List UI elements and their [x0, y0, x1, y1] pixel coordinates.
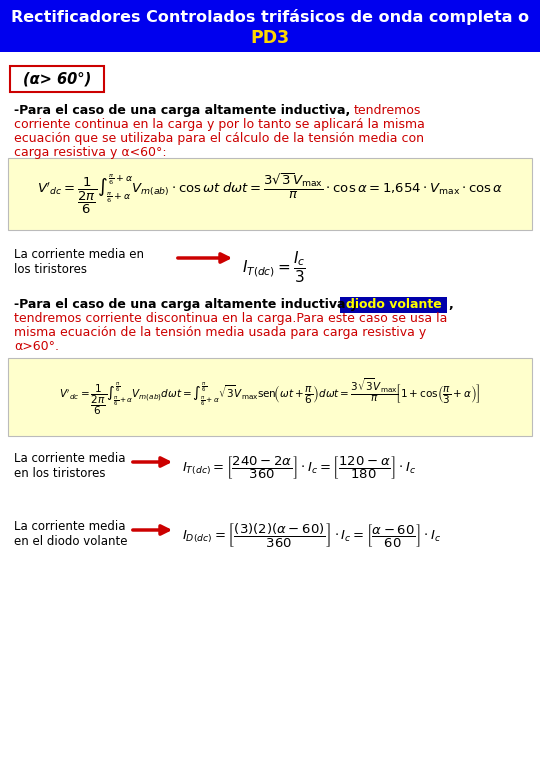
Text: misma ecuación de la tensión media usada para carga resistiva y: misma ecuación de la tensión media usada…	[14, 326, 426, 339]
Text: corriente continua en la carga y por lo tanto se aplicará la misma: corriente continua en la carga y por lo …	[14, 118, 425, 131]
Text: diodo volante: diodo volante	[346, 299, 441, 311]
Text: ecuación que se utilizaba para el cálculo de la tensión media con: ecuación que se utilizaba para el cálcul…	[14, 132, 424, 145]
Text: ,: ,	[448, 298, 453, 311]
Text: -Para el caso de una carga altamente inductiva,: -Para el caso de una carga altamente ind…	[14, 104, 350, 117]
Bar	[8, 358, 532, 436]
Text: $I_{D(dc)} = \left[\dfrac{(3)(2)(\alpha-60)}{360}\right] \cdot I_c= \left[\dfrac: $I_{D(dc)} = \left[\dfrac{(3)(2)(\alpha-…	[182, 522, 441, 550]
Text: PD3: PD3	[251, 29, 289, 47]
Text: α>60°.: α>60°.	[14, 340, 59, 353]
Text: La corriente media
en el diodo volante: La corriente media en el diodo volante	[14, 520, 127, 548]
Text: tendremos: tendremos	[354, 104, 421, 117]
Text: $V'_{dc} = \dfrac{1}{\dfrac{2\pi}{6}}\int_{\frac{\pi}{6}+\alpha}^{\frac{\pi}{6}}: $V'_{dc} = \dfrac{1}{\dfrac{2\pi}{6}}\in…	[59, 377, 481, 417]
Bar	[340, 297, 447, 313]
Text: tendremos corriente discontinua en la carga.Para este caso se usa la: tendremos corriente discontinua en la ca…	[14, 312, 447, 325]
Bar	[0, 0, 540, 52]
FancyBboxPatch shape	[10, 66, 104, 92]
Text: Rectificadores Controlados trifásicos de onda completa o: Rectificadores Controlados trifásicos de…	[11, 9, 529, 25]
Text: La corriente media
en los tiristores: La corriente media en los tiristores	[14, 452, 125, 480]
Text: (α> 60°): (α> 60°)	[23, 72, 91, 87]
Text: -Para el caso de una carga altamente inductiva y: -Para el caso de una carga altamente ind…	[14, 298, 358, 311]
Text: La corriente media en
los tiristores: La corriente media en los tiristores	[14, 248, 144, 276]
Text: $I_{T(dc)} = \left[\dfrac{240-2\alpha}{360}\right] \cdot I_c= \left[\dfrac{120-\: $I_{T(dc)} = \left[\dfrac{240-2\alpha}{3…	[182, 454, 416, 481]
Text: carga resistiva y α<60°:: carga resistiva y α<60°:	[14, 146, 167, 159]
Text: $I_{T(dc)} = \dfrac{I_c}{3}$: $I_{T(dc)} = \dfrac{I_c}{3}$	[242, 250, 306, 285]
Text: $V'_{dc} = \dfrac{1}{\dfrac{2\pi}{6}}\int_{\frac{\pi}{6}+\alpha}^{\frac{\pi}{6}+: $V'_{dc} = \dfrac{1}{\dfrac{2\pi}{6}}\in…	[37, 172, 503, 216]
Bar	[8, 158, 532, 230]
